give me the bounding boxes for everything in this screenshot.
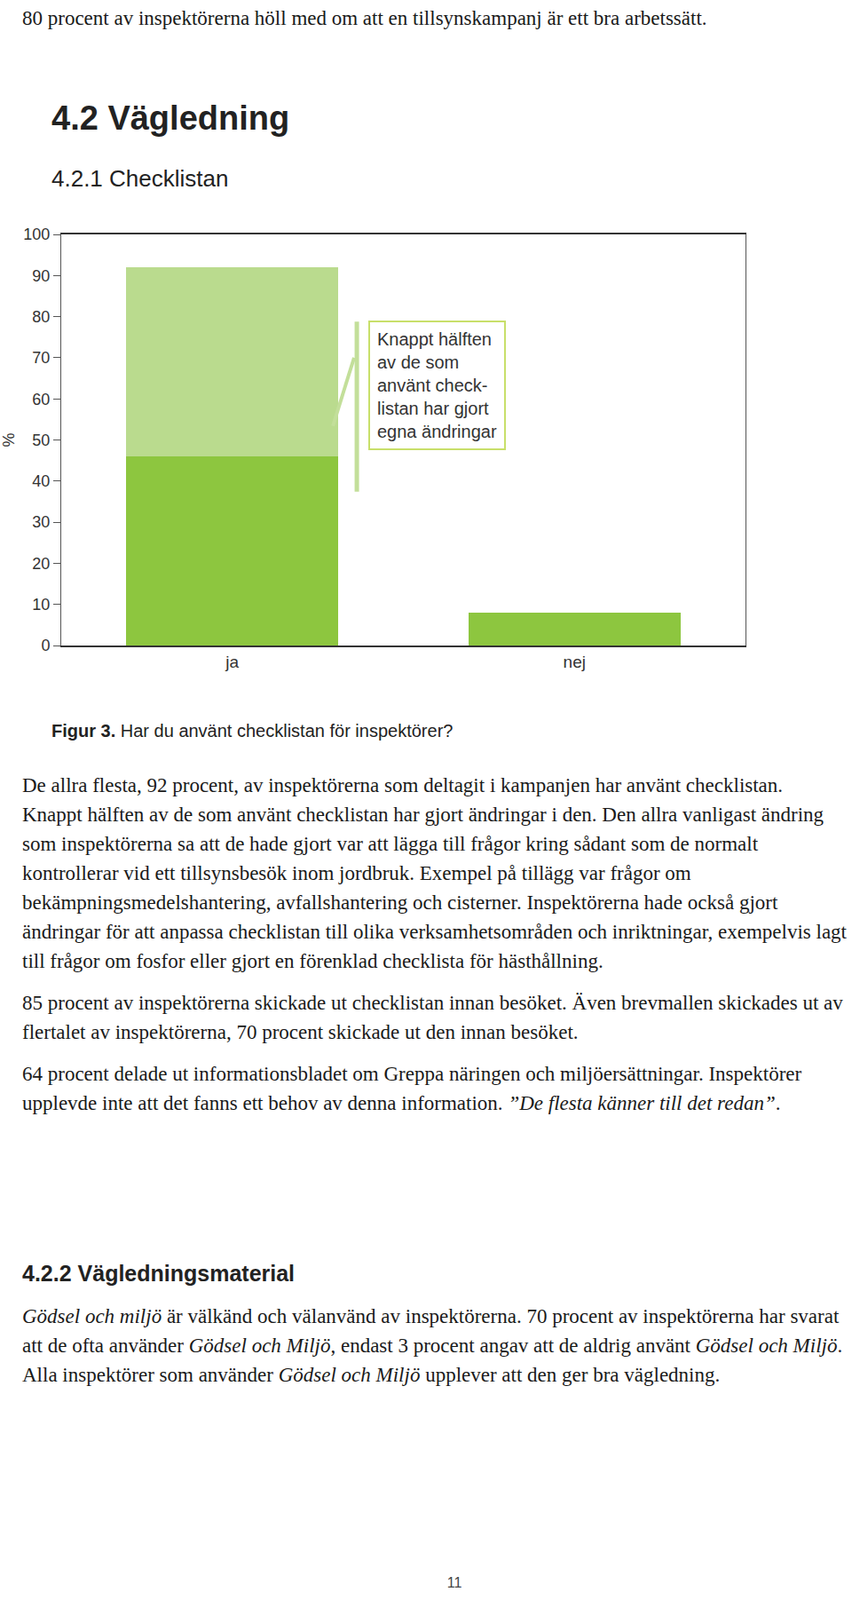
svg-text:Knappt hälftenav de somanvänt: Knappt hälftenav de somanvänt check-list…: [377, 329, 497, 442]
html-text:11: 11: [447, 1574, 462, 1590]
svg-text:40: 40: [31, 472, 50, 490]
svg-text:nej: nej: [563, 652, 586, 671]
html-text:80 procent av inspektörerna hö: 80 procent av inspektörerna höll med om …: [22, 7, 707, 30]
html-text:85 procent av inspektörerna sk: 85 procent av inspektörerna skickade ut …: [22, 991, 843, 1043]
svg-text:20: 20: [31, 554, 50, 573]
html-text:4.2.2 Vägledningsmaterial: 4.2.2 Vägledningsmaterial: [22, 1260, 295, 1286]
svg-text:100: 100: [23, 225, 50, 244]
html-text:De allra flesta, 92 procent, a: De allra flesta, 92 procent, av inspektö…: [22, 773, 847, 972]
svg-text:30: 30: [31, 512, 50, 531]
html-text:4.2 Vägledning: 4.2 Vägledning: [51, 99, 290, 137]
html-text:Gödsel och miljö är välkänd oc: Gödsel och miljö är välkänd och välanvän…: [22, 1304, 843, 1386]
svg-text:70: 70: [31, 348, 50, 367]
svg-text:90: 90: [31, 267, 50, 285]
svg-text:ja: ja: [224, 652, 239, 671]
html-text:4.2.1 Checklistan: 4.2.1 Checklistan: [51, 165, 229, 192]
svg-text:%: %: [0, 432, 18, 447]
svg-text:10: 10: [31, 595, 50, 614]
svg-text:80: 80: [31, 307, 50, 326]
svg-text:60: 60: [31, 390, 50, 409]
html-text:Figur 3. Har du använt checkli: Figur 3. Har du använt checklistan för i…: [51, 720, 453, 741]
html-text:64 procent delade ut informati: 64 procent delade ut informationsbladet …: [22, 1062, 802, 1114]
svg-text:0: 0: [40, 636, 50, 655]
svg-text:50: 50: [31, 431, 50, 450]
